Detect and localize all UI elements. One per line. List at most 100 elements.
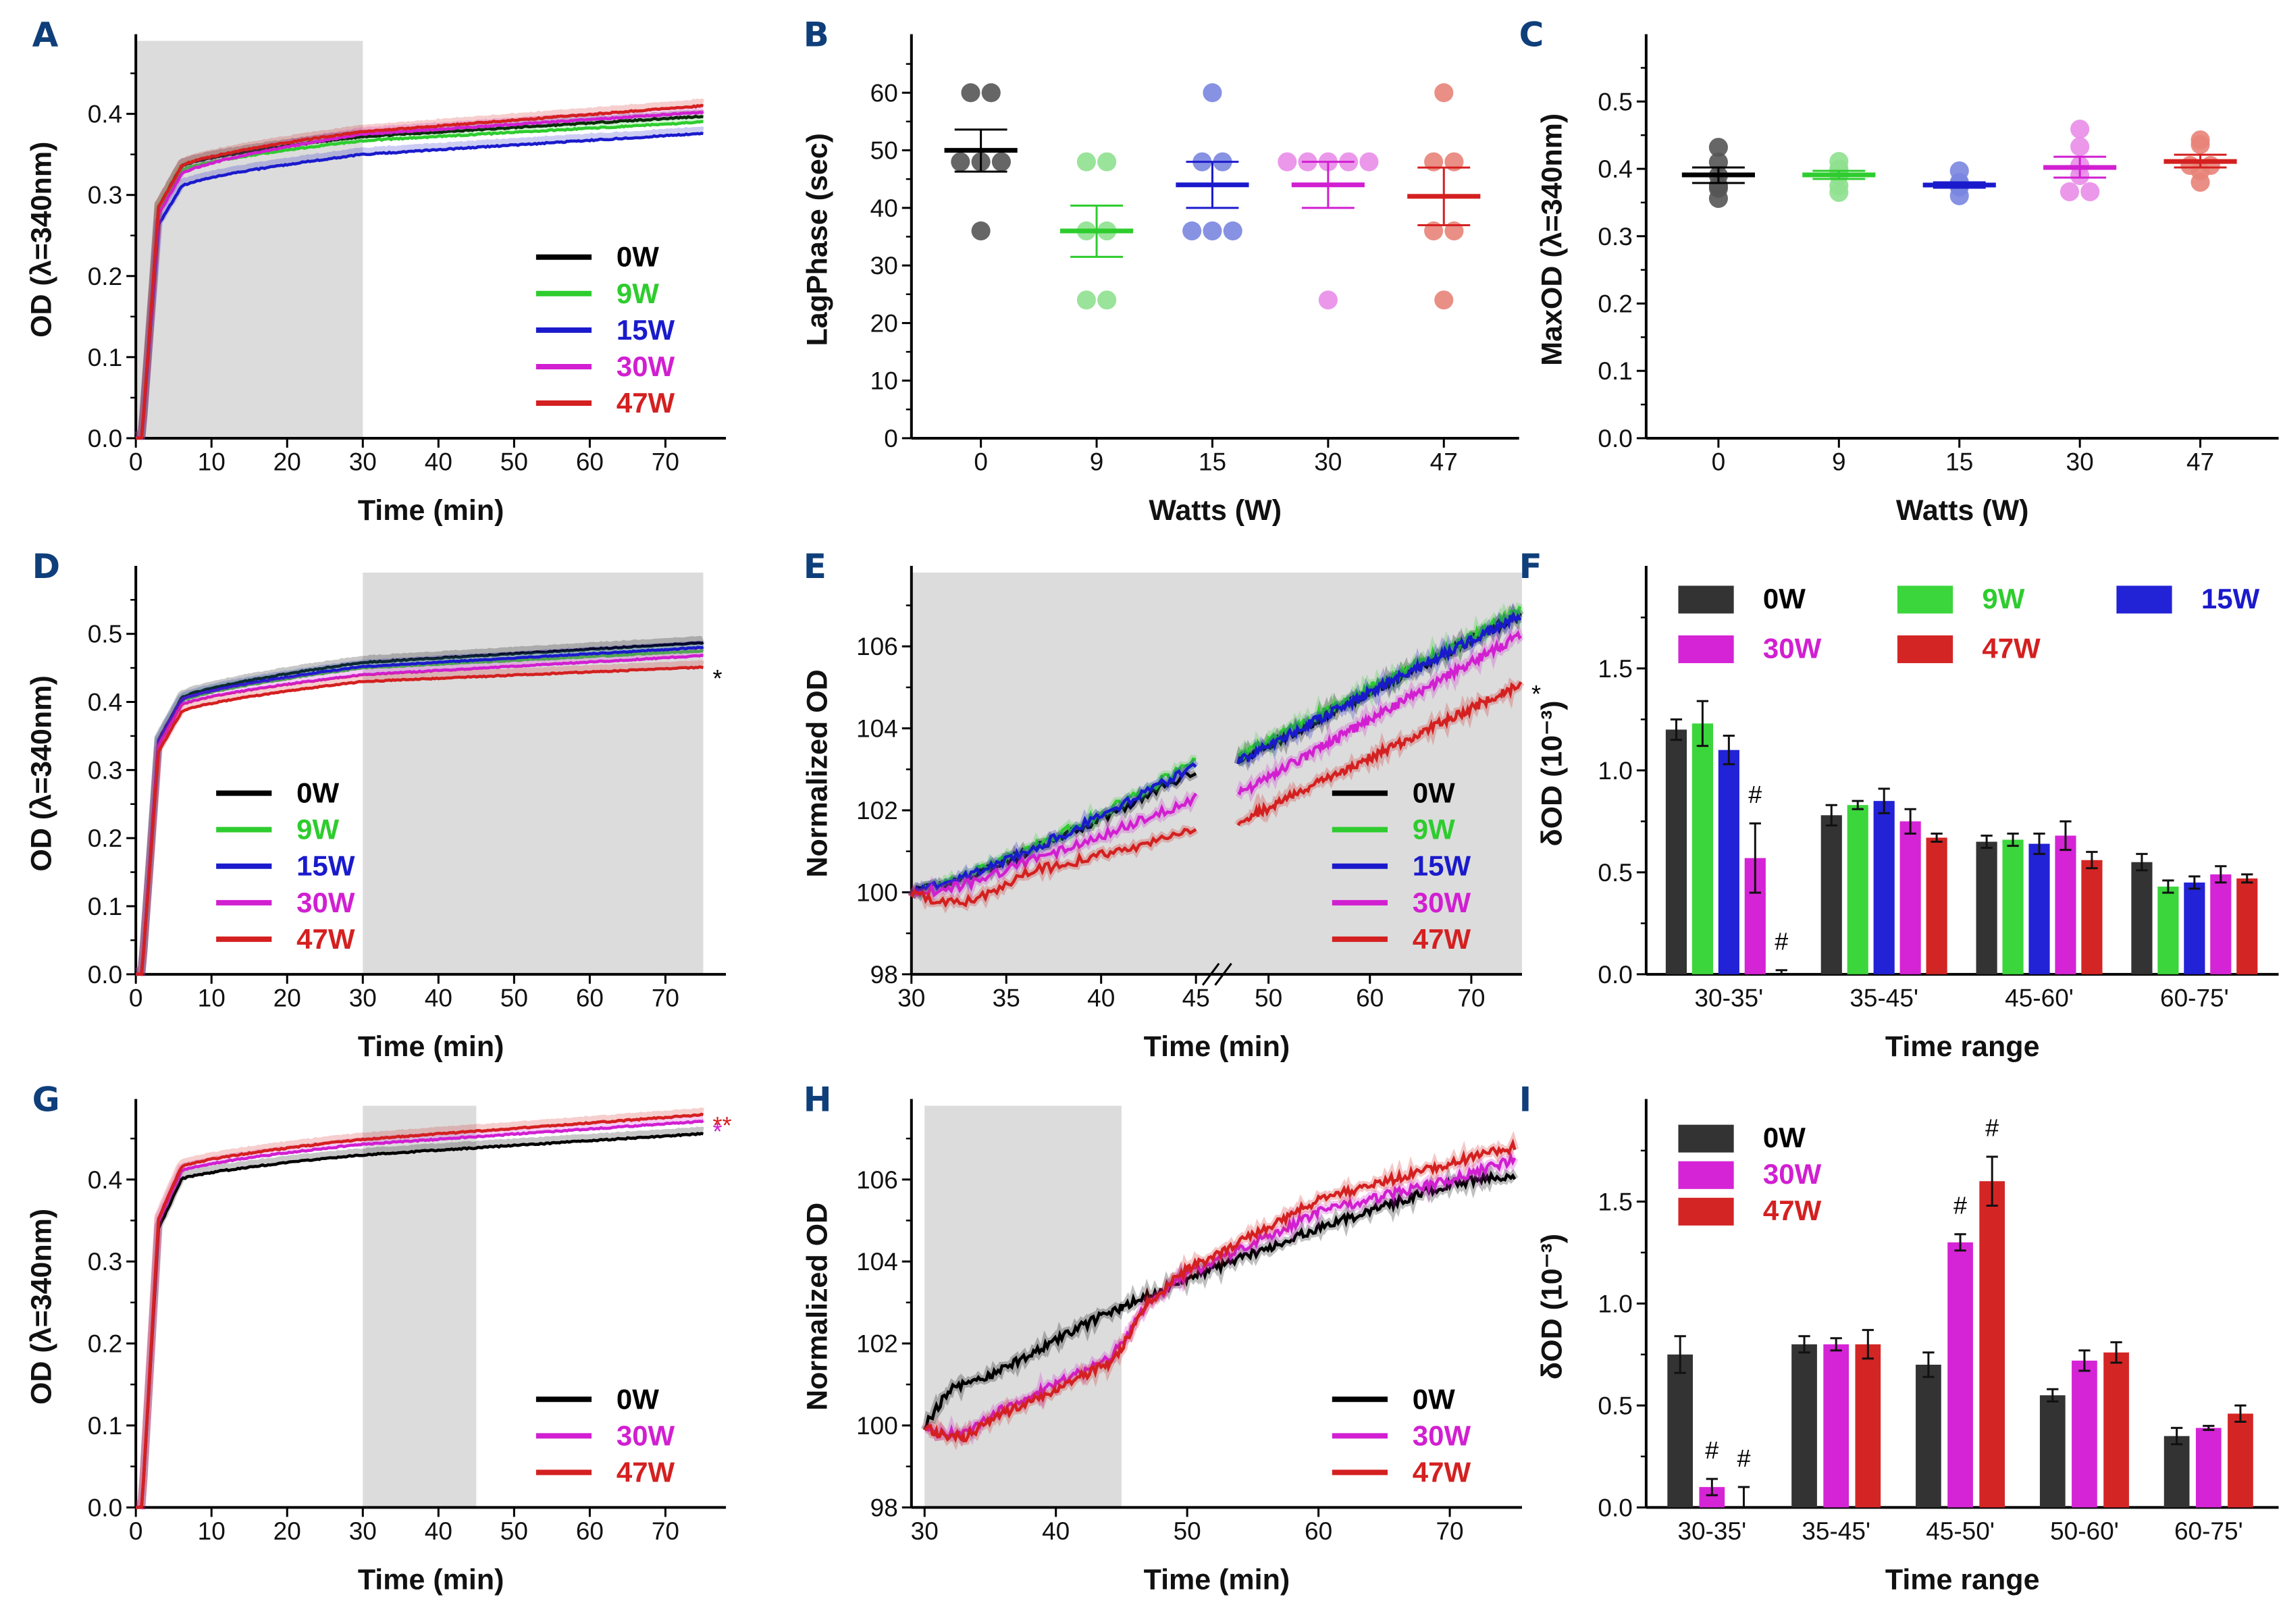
legend-swatch-9W [1897, 585, 1953, 614]
y-tick-label: 20 [870, 309, 898, 337]
y-tick-label: 0.3 [88, 182, 122, 209]
y-tick-label: 50 [870, 137, 898, 165]
bar-30W [2055, 835, 2076, 974]
y-tick-label: 0.2 [88, 1330, 122, 1358]
significance-marker: # [1953, 1191, 1967, 1219]
series-band-15W [134, 126, 704, 440]
y-axis-label: OD (λ=340nm) [26, 142, 58, 338]
series-line-47W [923, 1138, 1517, 1444]
x-axis-label: Time range [1885, 1030, 2040, 1063]
series-line-30W [135, 654, 704, 976]
data-point-0W [951, 152, 970, 172]
significance-marker: # [1737, 1444, 1750, 1472]
stimulus-shade [363, 572, 704, 974]
y-tick-label: 1.5 [1598, 655, 1632, 683]
legend-swatch-15W [2116, 585, 2172, 614]
x-tick-label: 10 [198, 448, 226, 476]
x-tick-label: 9 [1090, 448, 1104, 476]
x-tick-label: 50 [500, 984, 528, 1012]
x-tick-label: 60-75' [2174, 1517, 2243, 1545]
data-point-0W [961, 83, 980, 103]
legend-label-47W: 47W [616, 1456, 675, 1488]
bar-47W [2236, 878, 2258, 974]
legend-label-30W: 30W [1763, 1158, 1822, 1190]
data-point-15W [1203, 83, 1222, 103]
bar-0W [1665, 729, 1687, 974]
significance-marker: * [1531, 680, 1541, 708]
y-tick-label: 106 [856, 1166, 898, 1194]
legend-label-0W: 0W [296, 777, 339, 809]
legend-label-9W: 9W [296, 814, 339, 845]
x-tick-label: 40 [425, 448, 452, 476]
legend-label-30W: 30W [1763, 632, 1822, 664]
x-tick-label: 15 [1199, 448, 1226, 476]
bar-0W [1667, 1354, 1694, 1508]
series-band-30W [135, 648, 704, 977]
x-tick-label: 60-75' [2160, 984, 2229, 1012]
legend-label-0W: 0W [616, 1383, 659, 1415]
y-tick-label: 0.4 [1598, 155, 1632, 183]
series-band-9W [135, 114, 704, 440]
x-tick-label: 70 [652, 1517, 679, 1545]
x-tick-label: 30 [349, 1517, 377, 1545]
legend-label-30W: 30W [1413, 887, 1471, 918]
x-axis-label: Time (min) [358, 1030, 504, 1063]
bar-30W [1899, 821, 1921, 974]
legend-swatch-47W [1678, 1197, 1734, 1226]
y-tick-label: 1.0 [1598, 757, 1632, 785]
series-line-0W [136, 1132, 704, 1509]
data-point-15W [1223, 221, 1242, 241]
x-tick-label: 47 [2186, 448, 2214, 476]
data-point-47W [1434, 290, 1454, 310]
y-tick-label: 0.2 [1598, 290, 1632, 317]
x-axis-label: Time (min) [358, 494, 504, 527]
x-tick-label: 60 [576, 984, 604, 1012]
legend-label-9W: 9W [616, 278, 659, 309]
data-point-15W [1949, 161, 1969, 181]
panel-a: 0.0 0.1 0.2 0.3 0.4 OD (λ=340nm) Time (min) 0 10… [26, 34, 727, 527]
bar-47W [1855, 1344, 1881, 1508]
y-axis-label: MaxOD (λ=340nm) [1536, 113, 1568, 366]
legend-swatch-30W [1678, 635, 1734, 664]
legend-label-0W: 0W [1763, 583, 1806, 614]
legend-label-47W: 47W [1763, 1195, 1822, 1226]
panel-h: 98 100 102 104 106 Normalized OD Time (min) 30 4… [801, 1099, 1522, 1596]
y-tick-label: 102 [856, 1330, 898, 1358]
panel-i: 0.0 0.5 1.0 1.5 δOD (10⁻³) Time range 30-35' 35… [1536, 1099, 2279, 1596]
series-line-47W [910, 827, 1197, 908]
x-tick-label: 30 [349, 448, 377, 476]
x-tick-label: 40 [425, 1517, 452, 1545]
x-tick-label: 0 [1712, 448, 1726, 476]
y-tick-label: 104 [856, 1248, 898, 1276]
stimulus-shade [924, 1105, 1122, 1508]
stimulus-shade [136, 41, 363, 438]
y-axis-label: OD (λ=340nm) [26, 1209, 58, 1405]
y-tick-label: 104 [856, 715, 898, 743]
y-tick-label: 1.5 [1598, 1188, 1632, 1215]
data-point-47W [1434, 83, 1454, 103]
x-tick-label: 70 [1457, 984, 1485, 1012]
panel-label-g: G [32, 1080, 60, 1120]
bar-9W [1847, 805, 1868, 974]
y-tick-label: 0.1 [88, 344, 122, 371]
y-tick-label: 0.2 [88, 824, 122, 852]
series-line-0W [923, 1170, 1517, 1431]
y-tick-label: 0.5 [1598, 1392, 1632, 1419]
y-axis-label: LagPhase (sec) [801, 133, 833, 346]
x-tick-label: 47 [1430, 448, 1458, 476]
y-tick-label: 0.0 [1598, 961, 1632, 989]
series-band-0W [136, 1126, 704, 1509]
legend-label-15W: 15W [2201, 583, 2260, 614]
data-point-15W [1949, 186, 1969, 205]
x-tick-label: 30 [911, 1517, 939, 1545]
significance-marker: * [712, 1118, 722, 1145]
data-point-30W [2080, 182, 2100, 202]
bar-0W [1820, 815, 1842, 974]
series-line-15W [135, 132, 704, 440]
legend-label-9W: 9W [1413, 814, 1455, 845]
series-line-15W [1236, 610, 1522, 764]
y-tick-label: 0.0 [1598, 425, 1632, 452]
series-line-15W [136, 646, 704, 976]
series-line-47W [1236, 681, 1523, 827]
x-axis-label: Time (min) [1144, 1564, 1290, 1596]
